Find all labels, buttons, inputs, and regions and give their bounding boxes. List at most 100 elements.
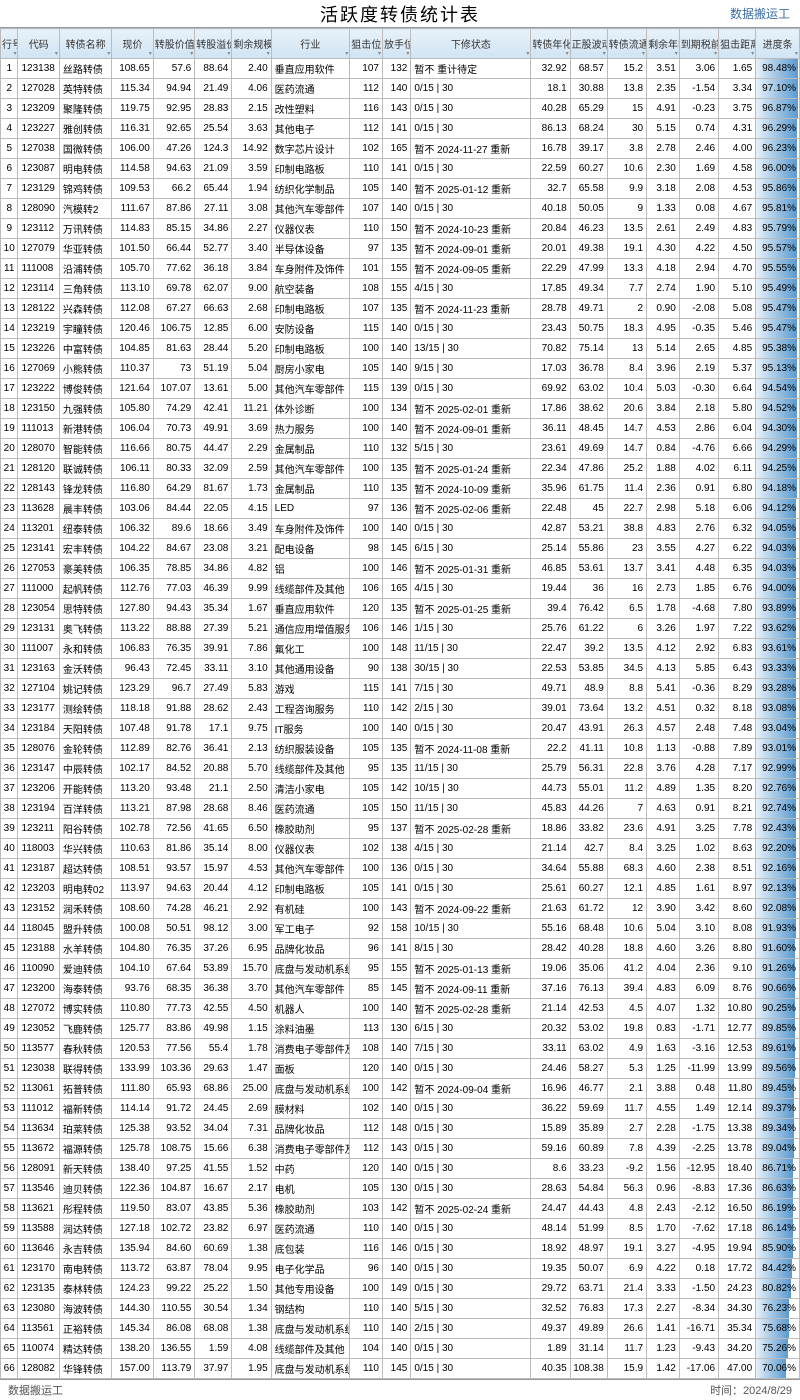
cell: 19 [1,419,18,439]
cell: 65.93 [153,1079,194,1099]
cell: 12 [607,899,646,919]
col-header-12[interactable]: 正股波动率▾ [570,29,607,59]
cell: 22.7 [607,499,646,519]
cell: 3.70 [232,979,271,999]
col-header-11[interactable]: 转债年化波动率▾ [531,29,570,59]
col-header-17[interactable]: 进度条▾ [756,29,800,59]
cell: 2.86 [679,419,718,439]
cell: 13.78 [719,1139,756,1159]
col-header-0[interactable]: 行号▾ [1,29,18,59]
cell: 63.02 [570,379,607,399]
cell: 5/15 | 30 [411,1299,531,1319]
cell: 14.7 [607,439,646,459]
cell: -0.30 [679,379,718,399]
cell: 87.98 [153,799,194,819]
cell: 8.18 [719,699,756,719]
col-header-9[interactable]: 放手位▾ [382,29,410,59]
cell: 93.52 [153,1119,194,1139]
cell: 2.40 [232,59,271,79]
col-header-8[interactable]: 狙击位▾ [350,29,383,59]
cell: 123080 [18,1299,59,1319]
cell: 94.00% [756,579,800,599]
cell: 77.56 [153,1039,194,1059]
cell: 135 [382,599,410,619]
cell: 6.95 [232,939,271,959]
col-header-6[interactable]: 剩余规模(亿元)▾ [232,29,271,59]
cell: 2.43 [232,699,271,719]
cell: -1.54 [679,79,718,99]
cell: 17.1 [195,719,232,739]
cell: 3.08 [232,199,271,219]
cell: 111007 [18,639,59,659]
cell: 1.97 [679,619,718,639]
cell: 110 [350,159,383,179]
cell: 4.91 [647,819,680,839]
cell: 33 [1,699,18,719]
cell: 14 [1,319,18,339]
cell: 96 [350,939,383,959]
cell: 145 [382,539,410,559]
cell: 42.7 [570,839,607,859]
cell: 9.10 [719,959,756,979]
cell: 暂不 2025-01-13 重新 [411,959,531,979]
cell: 32.09 [195,459,232,479]
cell: 38.62 [570,399,607,419]
cell: 91.60% [756,939,800,959]
col-header-5[interactable]: 转股溢价率▾ [195,29,232,59]
col-header-13[interactable]: 转债流通市值占比▾ [607,29,646,59]
cell: -1.75 [679,1119,718,1139]
cell: 铝 [271,559,350,579]
cell: 0.32 [679,699,718,719]
cell: -9.2 [607,1159,646,1179]
cell: 38 [1,799,18,819]
cell: 0.90 [647,299,680,319]
cell: 140 [382,339,410,359]
cell: 1.41 [647,1319,680,1339]
cell: 123184 [18,719,59,739]
cell: 4.89 [647,779,680,799]
cell: 107 [350,299,383,319]
cell: 0/15 | 30 [411,879,531,899]
cell: 140 [382,359,410,379]
cell: 工程咨询服务 [271,699,350,719]
cell: 24.46 [531,1059,570,1079]
cell: 仪器仪表 [271,219,350,239]
col-header-4[interactable]: 转股价值▾ [153,29,194,59]
cell: 77.73 [153,999,194,1019]
cell: 49.37 [531,1319,570,1339]
col-header-16[interactable]: 狙击距离▾ [719,29,756,59]
cell: 91.88 [153,699,194,719]
table-row: 40118003华兴转债110.6381.8635.148.00仪器仪表1021… [1,839,800,859]
cell: 55.88 [570,859,607,879]
col-header-10[interactable]: 下修状态▾ [411,29,531,59]
cell: 23.6 [607,819,646,839]
cell: 128091 [18,1159,59,1179]
cell: 58.27 [570,1059,607,1079]
col-header-15[interactable]: 到期税前收益▾ [679,29,718,59]
cell: 33.82 [570,819,607,839]
cell: 1.70 [647,1219,680,1239]
cell: 底盘与发动机系统 [271,1319,350,1339]
col-header-3[interactable]: 现价▾ [112,29,153,59]
cell: 1.63 [647,1039,680,1059]
cell: 108.75 [153,1139,194,1159]
col-header-2[interactable]: 转债名称▾ [59,29,111,59]
cell: 101 [350,259,383,279]
cell: 130 [382,1019,410,1039]
cell: 2.92 [232,899,271,919]
cell: 28.63 [531,1179,570,1199]
col-header-7[interactable]: 行业▾ [271,29,350,59]
cell: 25.54 [195,119,232,139]
cell: 123177 [18,699,59,719]
cell: 80.82% [756,1279,800,1299]
col-header-14[interactable]: 剩余年限▾ [647,29,680,59]
cell: 1.90 [679,279,718,299]
cell: 6.11 [719,459,756,479]
cell: 98 [350,539,383,559]
cell: 4.53 [647,419,680,439]
col-header-1[interactable]: 代码▾ [18,29,59,59]
cell: 7.7 [607,279,646,299]
cell: 18.86 [531,819,570,839]
cell: 22.05 [195,499,232,519]
cell: 1.56 [647,1159,680,1179]
